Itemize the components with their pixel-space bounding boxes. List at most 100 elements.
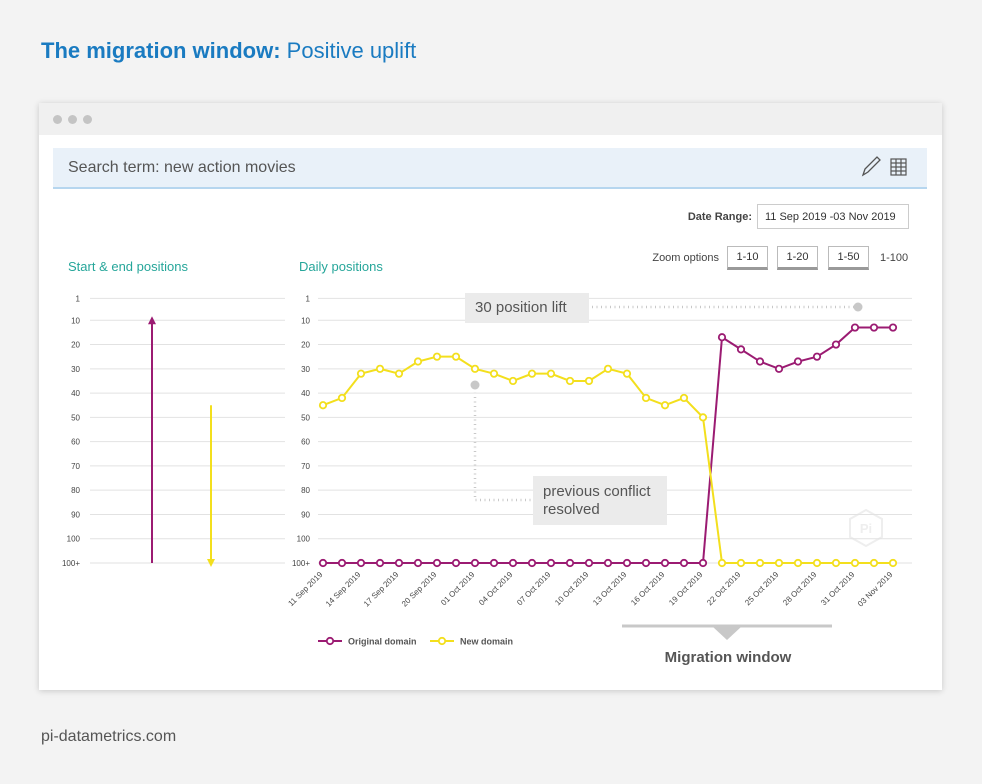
y-tick-label: 40 [301, 389, 310, 398]
point [584, 558, 594, 568]
point [356, 369, 366, 378]
point [394, 558, 404, 568]
point [831, 340, 841, 349]
point [432, 352, 442, 361]
edit-icon[interactable] [861, 156, 881, 177]
legend-marker [437, 636, 447, 646]
point [318, 558, 328, 568]
point [508, 558, 518, 568]
search-term: Search term: new action movies [68, 159, 296, 176]
zoom-button[interactable]: 1-100 [880, 252, 909, 264]
window-dot [83, 115, 92, 124]
page-title: The migration window: Positive uplift [41, 38, 416, 64]
y-tick-label: 1 [76, 294, 81, 303]
y-tick-label: 20 [301, 341, 310, 350]
annotation: previous conflict resolved [533, 476, 667, 525]
window-bar [39, 103, 942, 135]
point [793, 558, 803, 568]
zoom-button[interactable]: 1-20 [777, 246, 818, 270]
chart-title: Daily positions [299, 259, 383, 274]
point [850, 323, 860, 332]
point [888, 323, 898, 332]
point [413, 357, 423, 366]
point [641, 393, 651, 403]
legend-marker [325, 636, 335, 646]
title-rest: Positive uplift [286, 38, 417, 63]
point [717, 333, 727, 342]
legend-label: New domain [460, 637, 513, 647]
point [793, 357, 803, 366]
point [888, 558, 898, 568]
point [869, 323, 879, 332]
zoom-button[interactable]: 1-10 [727, 246, 768, 270]
y-tick-label: 60 [301, 438, 310, 447]
point [451, 352, 461, 361]
legend-label: Original domain [348, 637, 417, 647]
y-tick-label: 70 [301, 462, 310, 471]
point [375, 364, 385, 373]
date-range-label: Date Range: [687, 211, 752, 223]
date-range-input[interactable]: 11 Sep 2019 -03 Nov 2019 [757, 204, 909, 229]
y-tick-label: 40 [71, 389, 80, 398]
y-tick-label: 60 [71, 438, 80, 447]
point [527, 558, 537, 568]
search-icons [861, 156, 907, 177]
point [375, 558, 385, 568]
point [774, 364, 784, 373]
point [603, 558, 613, 568]
annotation: 30 position lift [465, 293, 589, 323]
table-icon[interactable] [890, 158, 907, 176]
y-tick-label: 50 [71, 413, 80, 422]
x-tick-label: 14 Sep 2019 [324, 570, 363, 609]
x-tick-label: 01 Oct 2019 [439, 570, 477, 608]
watermark: Pi [849, 508, 883, 548]
y-tick-label: 70 [71, 462, 80, 471]
point [337, 558, 347, 568]
x-tick-label: 19 Oct 2019 [667, 570, 705, 608]
point [774, 558, 784, 568]
x-tick-label: 13 Oct 2019 [591, 570, 629, 608]
point [356, 558, 366, 568]
y-tick-label: 1 [306, 294, 311, 303]
point [812, 352, 822, 361]
y-tick-label: 90 [71, 510, 80, 519]
y-tick-label: 80 [71, 486, 80, 495]
point [831, 558, 841, 568]
y-tick-label: 90 [301, 510, 310, 519]
window-dot [68, 115, 77, 124]
y-tick-label: 100 [67, 535, 81, 544]
point [337, 393, 347, 403]
y-tick-label: 100+ [62, 559, 80, 568]
point [470, 558, 480, 568]
point [622, 558, 632, 568]
point [717, 558, 727, 568]
zoom-button[interactable]: 1-50 [828, 246, 869, 270]
y-tick-label: 30 [301, 365, 310, 374]
y-tick-label: 30 [71, 365, 80, 374]
zoom-label: Zoom options [652, 252, 719, 264]
point [394, 369, 404, 378]
y-tick-label: 100+ [292, 559, 310, 568]
annotation-dot [470, 380, 480, 390]
x-tick-label: 11 Sep 2019 [286, 570, 324, 608]
point [679, 393, 689, 403]
point [489, 558, 499, 568]
y-tick-label: 100 [297, 535, 311, 544]
point [755, 558, 765, 568]
date-range-value: 11 Sep 2019 -03 Nov 2019 [765, 211, 896, 223]
x-tick-label: 28 Oct 2019 [781, 570, 819, 608]
point [736, 345, 746, 354]
x-tick-label: 07 Oct 2019 [515, 570, 553, 608]
point [489, 369, 499, 378]
point [641, 558, 651, 568]
y-tick-label: 10 [301, 316, 310, 325]
series-line [323, 326, 893, 564]
x-tick-label: 22 Oct 2019 [705, 570, 743, 608]
point [660, 558, 670, 568]
point [413, 558, 423, 568]
y-tick-label: 10 [71, 316, 80, 325]
series-line [322, 355, 893, 564]
point [622, 369, 632, 378]
